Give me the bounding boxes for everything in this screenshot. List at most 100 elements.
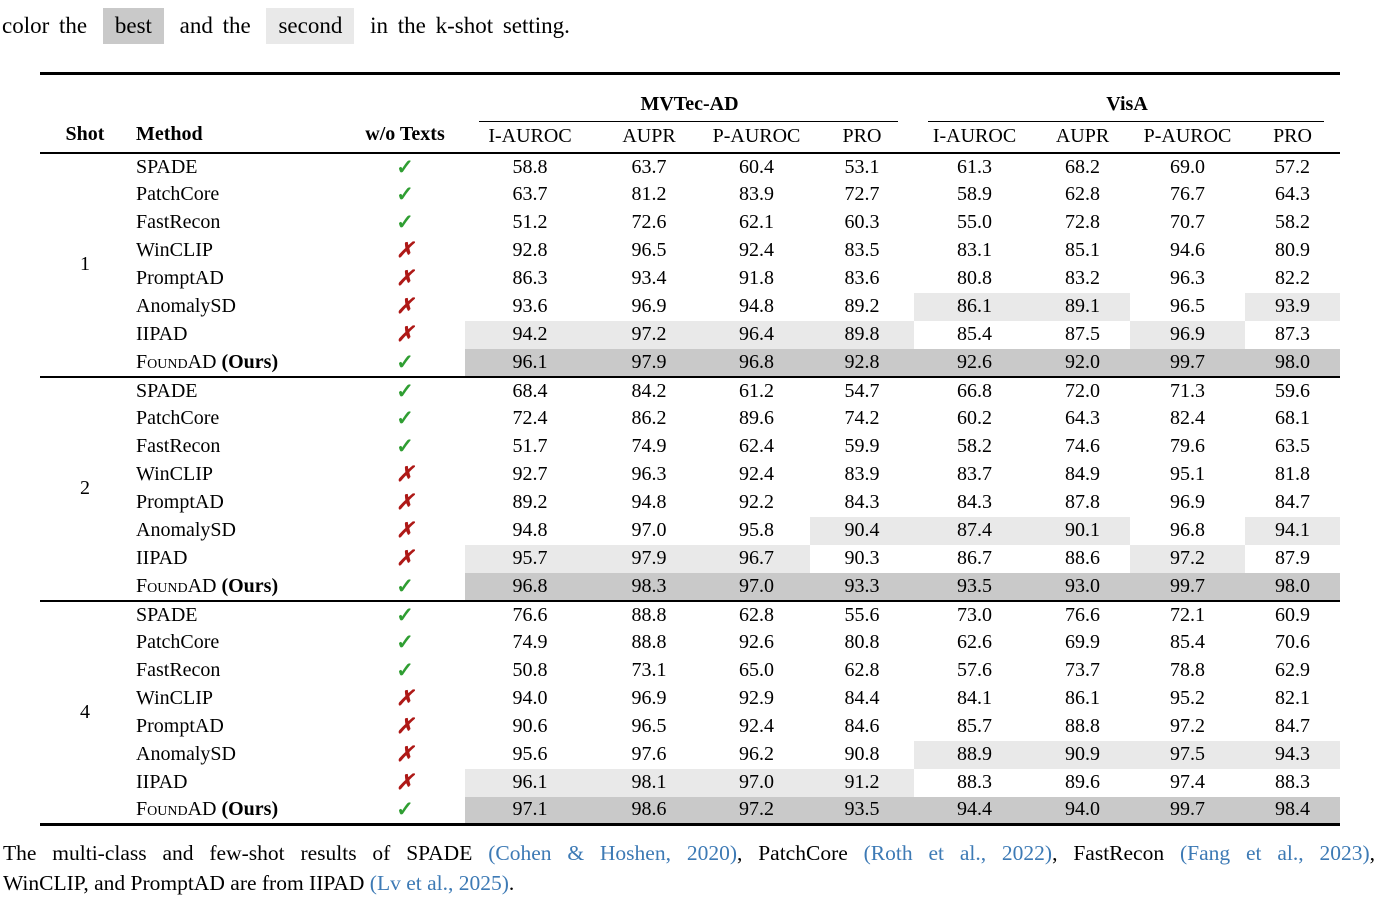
header-metric-row: I-AUROC AUPR P-AUROC PRO I-AUROC AUPR P-… [40, 121, 1341, 154]
metric-cell: 69.0 [1170, 155, 1205, 178]
check-icon: ✓ [396, 154, 414, 179]
metric-cell: 96.7 [703, 544, 810, 573]
col-header-visa-aupr: AUPR [1035, 121, 1130, 154]
col-header-mvtec-i-auroc: I-AUROC [465, 121, 595, 154]
col-header-visa-i-auroc: I-AUROC [914, 121, 1035, 154]
metric-cell: 64.3 [1275, 183, 1311, 205]
metric-cell: 51.2 [512, 211, 548, 233]
check-icon: ✓ [396, 182, 414, 206]
method-cell: FoundAD (Ours) [130, 797, 345, 825]
metric-cell: 58.2 [957, 435, 992, 457]
citation-link[interactable]: (Lv et al., 2025) [369, 871, 509, 895]
table-row: WinCLIP ✗ 94.0 96.9 92.9 84.4 84.1 86.1 95.2 82.1 [40, 685, 1340, 713]
method-cell: SPADE [136, 155, 198, 178]
note-text: . [508, 871, 515, 895]
table-row: 2 SPADE ✓ 68.4 84.2 61.2 54.7 66.8 72.0 71.3 59.6 [40, 375, 1341, 601]
citation-link[interactable]: (Fang et al., 2023) [1179, 841, 1370, 865]
group-header-mvtec-ad: MVTec-AD [465, 74, 914, 122]
method-cell: WinCLIP [136, 239, 213, 261]
metric-cell: 93.0 [1035, 572, 1130, 601]
method-cell: IIPAD [136, 771, 188, 793]
metric-cell: 70.6 [1275, 631, 1311, 653]
metric-cell: 51.7 [512, 435, 548, 457]
table-row: FoundAD (Ours) ✓ 96.8 98.3 97.0 93.3 93.5 93.0 9… [40, 572, 1341, 601]
metric-cell: 89.6 [739, 407, 774, 429]
metric-cell: 98.0 [1245, 348, 1341, 377]
paper-table-page: color the best and the second in the k-s… [0, 6, 1378, 913]
check-icon: ✓ [396, 573, 414, 598]
metric-cell: 96.9 [631, 687, 667, 709]
check-icon: ✓ [396, 658, 414, 682]
metric-cell: 89.1 [1035, 292, 1130, 321]
ours-label: (Ours) [216, 574, 279, 597]
metric-cell: 92.4 [739, 463, 774, 485]
method-name: FoundAD [136, 574, 217, 597]
metric-cell: 90.6 [512, 715, 548, 737]
metric-cell: 86.2 [631, 407, 667, 429]
table-row: PatchCore ✓ 63.7 81.2 83.9 72.7 58.9 62.8 76.7 64… [40, 181, 1340, 209]
metric-cell: 84.7 [1275, 715, 1311, 737]
method-cell: PromptAD [136, 267, 224, 289]
metric-cell: 61.3 [957, 155, 992, 178]
metric-cell: 98.0 [1245, 572, 1341, 601]
metric-cell: 76.6 [465, 599, 595, 629]
metric-cell: 72.8 [1065, 211, 1100, 233]
metric-cell: 84.7 [1275, 491, 1311, 513]
note-text: , PatchCore [736, 841, 864, 865]
citation-link[interactable]: (Cohen & Hoshen, 2020) [488, 841, 737, 865]
cross-icon: ✗ [396, 546, 414, 570]
metric-cell: 96.3 [631, 463, 667, 485]
metric-cell: 99.7 [1130, 348, 1245, 377]
method-name: FoundAD [136, 350, 217, 373]
col-header-mvtec-p-auroc: P-AUROC [703, 121, 810, 154]
metric-cell: 97.1 [465, 796, 595, 825]
metric-cell: 92.7 [512, 463, 548, 485]
method-cell: WinCLIP [136, 463, 213, 485]
metric-cell: 93.6 [512, 295, 548, 317]
note-text: The multi-class and few-shot results of … [3, 841, 489, 865]
metric-cell: 97.9 [595, 348, 703, 377]
metric-cell: 58.8 [512, 155, 548, 178]
table-row: AnomalySD ✗ 94.8 97.0 95.8 90.4 87.4 90.1 96.8 94… [40, 516, 1341, 545]
top-caption: color the best and the second in the k-s… [2, 6, 1376, 46]
check-icon: ✓ [345, 375, 465, 405]
caption-text-prefix: color the [2, 13, 88, 38]
metric-cell: 68.2 [1065, 155, 1100, 178]
metric-cell: 87.9 [1275, 547, 1311, 569]
metric-cell: 83.6 [844, 267, 880, 289]
metric-cell: 94.6 [1170, 239, 1205, 261]
metric-cell: 97.2 [703, 796, 810, 825]
metric-cell: 80.8 [957, 267, 992, 289]
metric-cell: 93.3 [810, 572, 914, 601]
citation-link[interactable]: (Roth et al., 2022) [863, 841, 1053, 865]
metric-cell: 74.9 [512, 631, 548, 653]
table-row: AnomalySD ✗ 95.6 97.6 96.2 90.8 88.9 90.9 97.5 94… [40, 740, 1341, 769]
table-row: FoundAD (Ours) ✓ 96.1 97.9 96.8 92.8 92.6 92.0 9… [40, 348, 1341, 377]
metric-cell: 83.7 [957, 463, 992, 485]
metric-cell: 73.7 [1065, 659, 1100, 681]
metric-cell: 60.4 [739, 155, 774, 178]
metric-cell: 95.6 [512, 743, 548, 765]
metric-cell: 50.8 [512, 659, 548, 681]
check-icon: ✓ [396, 630, 414, 654]
metric-cell: 89.2 [512, 491, 548, 513]
metric-cell: 82.4 [1170, 407, 1205, 429]
best-highlight-sample: best [102, 8, 164, 44]
table-row: PromptAD ✗ 90.6 96.5 92.4 84.6 85.7 88.8 97.2 84.… [40, 713, 1340, 741]
metric-cell: 94.1 [1245, 516, 1341, 545]
metric-cell: 96.1 [465, 768, 595, 797]
check-icon: ✓ [396, 797, 414, 822]
metric-cell: 59.6 [1245, 375, 1341, 405]
check-icon: ✓ [396, 349, 414, 374]
table-row: PromptAD ✗ 89.2 94.8 92.2 84.3 84.3 87.8 96.9 84.… [40, 489, 1340, 517]
metric-cell: 90.4 [810, 516, 914, 545]
table-row: PromptAD ✗ 86.3 93.4 91.8 83.6 80.8 83.2 96.3 82.… [40, 265, 1340, 293]
metric-cell: 83.9 [739, 183, 774, 205]
col-header-visa-p-auroc: P-AUROC [1130, 121, 1245, 154]
metric-cell: 96.8 [1170, 519, 1205, 541]
cross-icon: ✗ [396, 518, 414, 542]
metric-cell: 91.8 [739, 267, 774, 289]
method-cell: AnomalySD [136, 519, 236, 541]
table-row: PatchCore ✓ 74.9 88.8 92.6 80.8 62.6 69.9 85.4 70… [40, 629, 1340, 657]
metric-cell: 88.8 [1065, 715, 1100, 737]
